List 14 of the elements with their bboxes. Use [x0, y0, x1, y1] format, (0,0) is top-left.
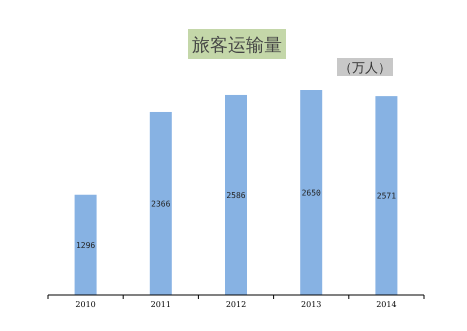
chart-subtitle: （万人）	[339, 61, 391, 76]
x-tick-label: 2012	[226, 300, 246, 309]
subtitle: （万人）	[337, 58, 393, 76]
data-label: 2650	[302, 188, 322, 198]
chart-title: 旅客运输量	[192, 35, 282, 56]
x-tick-label: 2013	[301, 300, 322, 309]
title: 旅客运输量	[188, 29, 286, 59]
x-tick-label: 2010	[75, 300, 96, 309]
x-tick-label: 2014	[376, 300, 397, 309]
data-label: 2586	[226, 190, 246, 200]
x-tick-label: 2011	[150, 300, 171, 309]
data-label: 2366	[151, 199, 171, 208]
data-label: 1296	[76, 240, 96, 250]
data-label: 2571	[376, 192, 396, 201]
